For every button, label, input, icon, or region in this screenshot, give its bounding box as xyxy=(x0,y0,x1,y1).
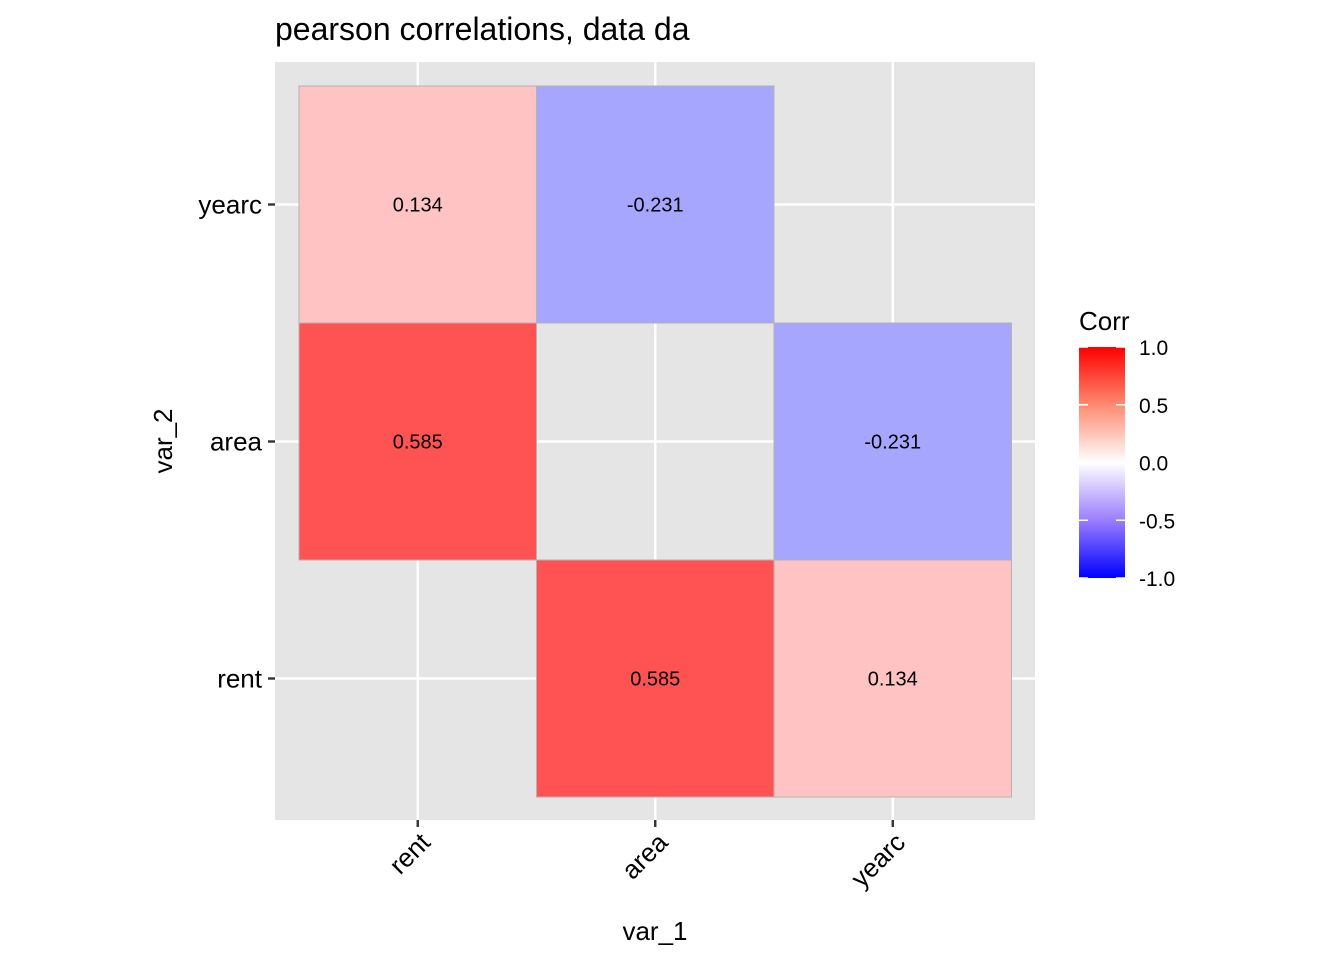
y-axis: yearc area rent xyxy=(198,190,275,694)
cell-value-label: 0.585 xyxy=(630,669,680,691)
cell-value-label: 0.585 xyxy=(393,432,443,454)
y-tick-label: yearc xyxy=(198,190,262,220)
y-axis-title: var_2 xyxy=(148,408,178,473)
legend-tick-label: 0.0 xyxy=(1139,453,1168,476)
x-axis: rent area yearc xyxy=(383,820,911,893)
heatmap-cell xyxy=(536,85,775,324)
cell-value-label: 0.134 xyxy=(868,669,918,691)
legend-tick-label: -0.5 xyxy=(1139,510,1175,533)
heatmap-cell xyxy=(773,322,1012,561)
chart-title: pearson correlations, data da xyxy=(275,11,690,47)
legend-tick-label: 1.0 xyxy=(1139,337,1168,360)
cell-value-label: -0.231 xyxy=(627,195,684,217)
legend-title: Corr xyxy=(1079,306,1130,336)
heatmap-cell xyxy=(536,559,775,798)
legend-tick-label: -1.0 xyxy=(1139,568,1175,591)
heatmap-cell xyxy=(298,322,537,561)
legend: Corr 1.0 0.5 0.0 -0.5 -1.0 xyxy=(1079,306,1175,591)
cell-value-label: 0.134 xyxy=(393,195,443,217)
cell-value-label: -0.231 xyxy=(864,432,921,454)
x-tick-label: yearc xyxy=(845,827,911,893)
heatmap-cell xyxy=(773,559,1012,798)
x-tick-label: rent xyxy=(383,826,436,879)
y-tick-label: area xyxy=(210,427,263,457)
legend-ticks: 1.0 0.5 0.0 -0.5 -1.0 xyxy=(1079,337,1175,591)
heatmap-cells xyxy=(298,85,1012,798)
cell-labels: 0.134 -0.231 0.585 -0.231 0.585 0.134 xyxy=(393,195,921,691)
x-axis-title: var_1 xyxy=(622,916,687,946)
y-tick-label: rent xyxy=(217,664,263,694)
x-tick-label: area xyxy=(615,827,673,885)
legend-tick-label: 0.5 xyxy=(1139,395,1168,418)
